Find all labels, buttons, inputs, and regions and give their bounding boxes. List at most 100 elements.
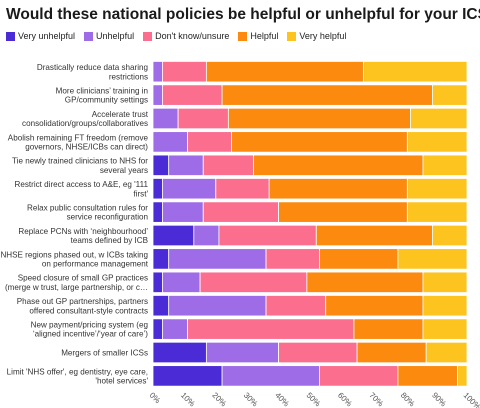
bar-segment	[205, 61, 364, 83]
bar-segment	[152, 224, 195, 247]
bar-segment	[152, 61, 163, 83]
bar-segment	[202, 201, 280, 223]
x-tick-label: 30%	[242, 391, 260, 408]
bar-segment	[152, 178, 163, 200]
bar-segment	[162, 178, 217, 200]
legend-item: Very unhelpful	[6, 31, 75, 41]
bar-segment	[193, 224, 220, 247]
bar-segment	[231, 131, 408, 153]
legend-label: Don't know/unsure	[155, 31, 230, 41]
bar-segment	[152, 318, 163, 340]
category-label: Replace PCNs with ‘neighbourhood’ teams d…	[18, 227, 148, 245]
x-tick-label: 60%	[336, 391, 354, 408]
bar-segment	[215, 178, 270, 200]
bar-segment	[168, 295, 267, 317]
x-tick-label: 20%	[210, 391, 228, 408]
bar-segment	[457, 365, 468, 387]
category-label: Abolish remaining FT freedom (remove gove…	[8, 133, 149, 151]
bar-segment	[152, 248, 170, 270]
bar-segment	[162, 201, 204, 223]
legend-label: Helpful	[250, 31, 279, 41]
bar-segment	[278, 341, 358, 364]
category-label: More clinicians’ training in GP/community…	[56, 87, 148, 105]
legend-swatch	[6, 31, 15, 41]
bar-segment	[152, 131, 188, 153]
bar-segment	[353, 318, 424, 340]
legend-item: Helpful	[238, 31, 278, 41]
legend-swatch	[238, 31, 248, 41]
bar-segment	[221, 84, 433, 106]
bar-segment	[432, 224, 468, 247]
bar-segment	[406, 178, 468, 200]
x-tick-label: 100%	[462, 391, 480, 408]
legend-label: Very unhelpful	[18, 31, 76, 41]
chart-title: Would these national policies be helpful…	[6, 6, 480, 23]
x-tick-label: 80%	[399, 391, 417, 408]
category-label: New payment/pricing system (eg ‘aligned i…	[31, 321, 149, 339]
bar-segment	[152, 365, 223, 387]
x-tick-label: 90%	[430, 391, 448, 408]
legend: Very unhelpful Unhelpful Don't know/unsure…	[6, 31, 346, 41]
bar-segment	[168, 154, 204, 176]
category-label: Limit 'NHS offer', eg dentistry, eye car…	[7, 367, 149, 385]
category-label: Speed closure of small GP practices (merg…	[5, 274, 148, 292]
bar-segment	[425, 341, 468, 364]
bar-segment	[306, 271, 424, 293]
legend-label: Very helpful	[299, 31, 347, 41]
bar-segment	[162, 61, 207, 83]
bar-segment	[187, 131, 232, 153]
x-tick-label: 40%	[273, 391, 291, 408]
category-label: Phase out GP partnerships, partners offer…	[17, 297, 148, 315]
legend-swatch	[84, 31, 94, 41]
bar-segment	[397, 365, 458, 387]
legend-item: Very helpful	[287, 31, 346, 41]
category-label: Drastically reduce data sharing restricti…	[37, 63, 148, 81]
bar-segment	[162, 84, 223, 106]
bar-segment	[362, 61, 468, 83]
bar-segment	[319, 248, 399, 270]
legend-item: Unhelpful	[84, 31, 134, 41]
bar-segment	[422, 271, 468, 293]
bar-segment	[152, 84, 163, 106]
category-label: Accelerate trust consolidation/groups/col…	[22, 110, 149, 128]
bar-segment	[406, 131, 468, 153]
legend-swatch	[287, 31, 297, 41]
bar-segment	[221, 365, 320, 387]
bar-segment	[422, 295, 468, 317]
bar-segment	[315, 224, 433, 247]
bar-segment	[397, 248, 468, 270]
bar-segment	[319, 365, 399, 387]
bar-segment	[202, 154, 254, 176]
bar-segment	[152, 201, 163, 223]
bar-segment	[218, 224, 317, 247]
x-tick-label: 10%	[179, 391, 197, 408]
bar-segment	[265, 295, 327, 317]
bar-segment	[152, 341, 207, 364]
bar-segment	[168, 248, 267, 270]
legend-item: Don't know/unsure	[143, 31, 229, 41]
bar-segment	[187, 318, 355, 340]
bar-segment	[432, 84, 468, 106]
bar-segment	[162, 271, 201, 293]
bar-segment	[227, 107, 411, 130]
bar-segment	[205, 341, 280, 364]
category-label: NHSE regions phased out, w ICBs taking on…	[0, 250, 148, 268]
x-tick-label: 70%	[367, 391, 385, 408]
bar-segment	[406, 201, 468, 223]
legend-label: Unhelpful	[96, 31, 135, 41]
bar-segment	[152, 271, 163, 293]
legend-swatch	[143, 31, 153, 41]
category-label: Mergers of smaller ICSs	[61, 349, 148, 358]
x-tick-label: 50%	[305, 391, 323, 408]
bar-segment	[422, 154, 468, 176]
bar-segment	[152, 295, 170, 317]
bar-segment	[422, 318, 468, 340]
category-label: Relax public consultation rules for servi…	[27, 204, 148, 222]
bar-segment	[410, 107, 468, 130]
bar-segment	[278, 201, 408, 223]
category-label: Restrict direct access to A&E, eg '111 fi…	[14, 180, 148, 198]
bar-segment	[152, 107, 179, 130]
bar-segment	[177, 107, 229, 130]
bar-segment	[162, 318, 188, 340]
